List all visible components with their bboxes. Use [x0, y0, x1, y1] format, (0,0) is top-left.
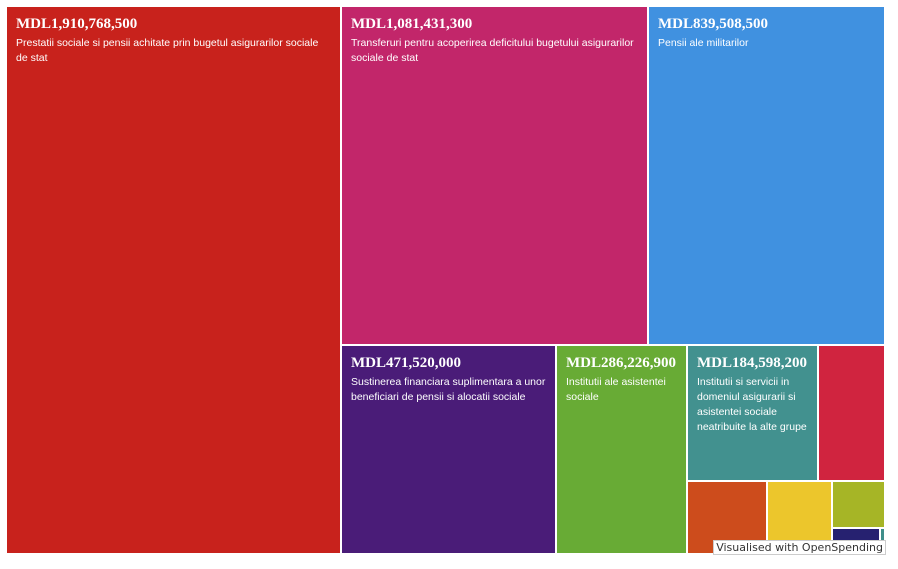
tile-institutii-asistenta[interactable]: MDL286,226,900 Institutii ale asistentei … — [557, 346, 688, 555]
openspending-credit-link[interactable]: Visualised with OpenSpending — [713, 540, 886, 555]
tile-label: Sustinerea financiara suplimentara a uno… — [351, 376, 546, 403]
tile-label: Transferuri pentru acoperirea deficitulu… — [351, 37, 634, 64]
tile-amount: MDL1,910,768,500 — [16, 16, 138, 32]
tile-label: Pensii ale militarilor — [658, 37, 749, 49]
tile-label: Institutii si servicii in domeniul asigu… — [697, 376, 807, 433]
tile-label: Institutii ale asistentei sociale — [566, 376, 666, 403]
tile-amount: MDL471,520,000 — [351, 355, 461, 371]
tile-amount: MDL1,081,431,300 — [351, 16, 473, 32]
tile-prestatii-sociale[interactable]: MDL1,910,768,500 Prestatii sociale si pen… — [7, 7, 342, 555]
tile-label: Prestatii sociale si pensii achitate pri… — [16, 37, 319, 64]
tile-institutii-servicii[interactable]: MDL184,598,200 Institutii si servicii in … — [688, 346, 819, 482]
tile-transferuri-deficit[interactable]: MDL1,081,431,300 Transferuri pentru acope… — [342, 7, 649, 346]
tile-small-crimson[interactable] — [819, 346, 886, 482]
tile-sustinere-financiara[interactable]: MDL471,520,000 Sustinerea financiara supl… — [342, 346, 557, 555]
tile-amount: MDL184,598,200 — [697, 355, 807, 371]
tile-amount: MDL839,508,500 — [658, 16, 768, 32]
tile-amount: MDL286,226,900 — [566, 355, 676, 371]
tile-small-olive[interactable] — [833, 482, 886, 529]
treemap-chart: MDL1,910,768,500 Prestatii sociale si pen… — [7, 7, 886, 555]
tile-pensii-militari[interactable]: MDL839,508,500 Pensii ale militarilor — [649, 7, 886, 346]
